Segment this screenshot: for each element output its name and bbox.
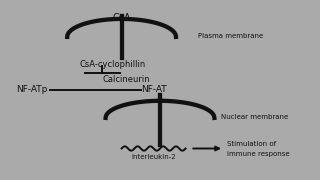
Text: immune response: immune response: [227, 151, 290, 157]
Text: Nuclear membrane: Nuclear membrane: [221, 114, 288, 120]
Text: Interleukin-2: Interleukin-2: [131, 154, 176, 160]
Text: Calcineurin: Calcineurin: [102, 75, 150, 84]
Text: CsA-cyclophillin: CsA-cyclophillin: [80, 60, 146, 69]
Text: Stimulation of: Stimulation of: [227, 141, 276, 147]
Text: NF-ATp: NF-ATp: [16, 86, 47, 94]
Text: CsA: CsA: [112, 13, 131, 23]
Text: NF-AT: NF-AT: [141, 86, 166, 94]
Text: Plasma membrane: Plasma membrane: [198, 33, 264, 39]
